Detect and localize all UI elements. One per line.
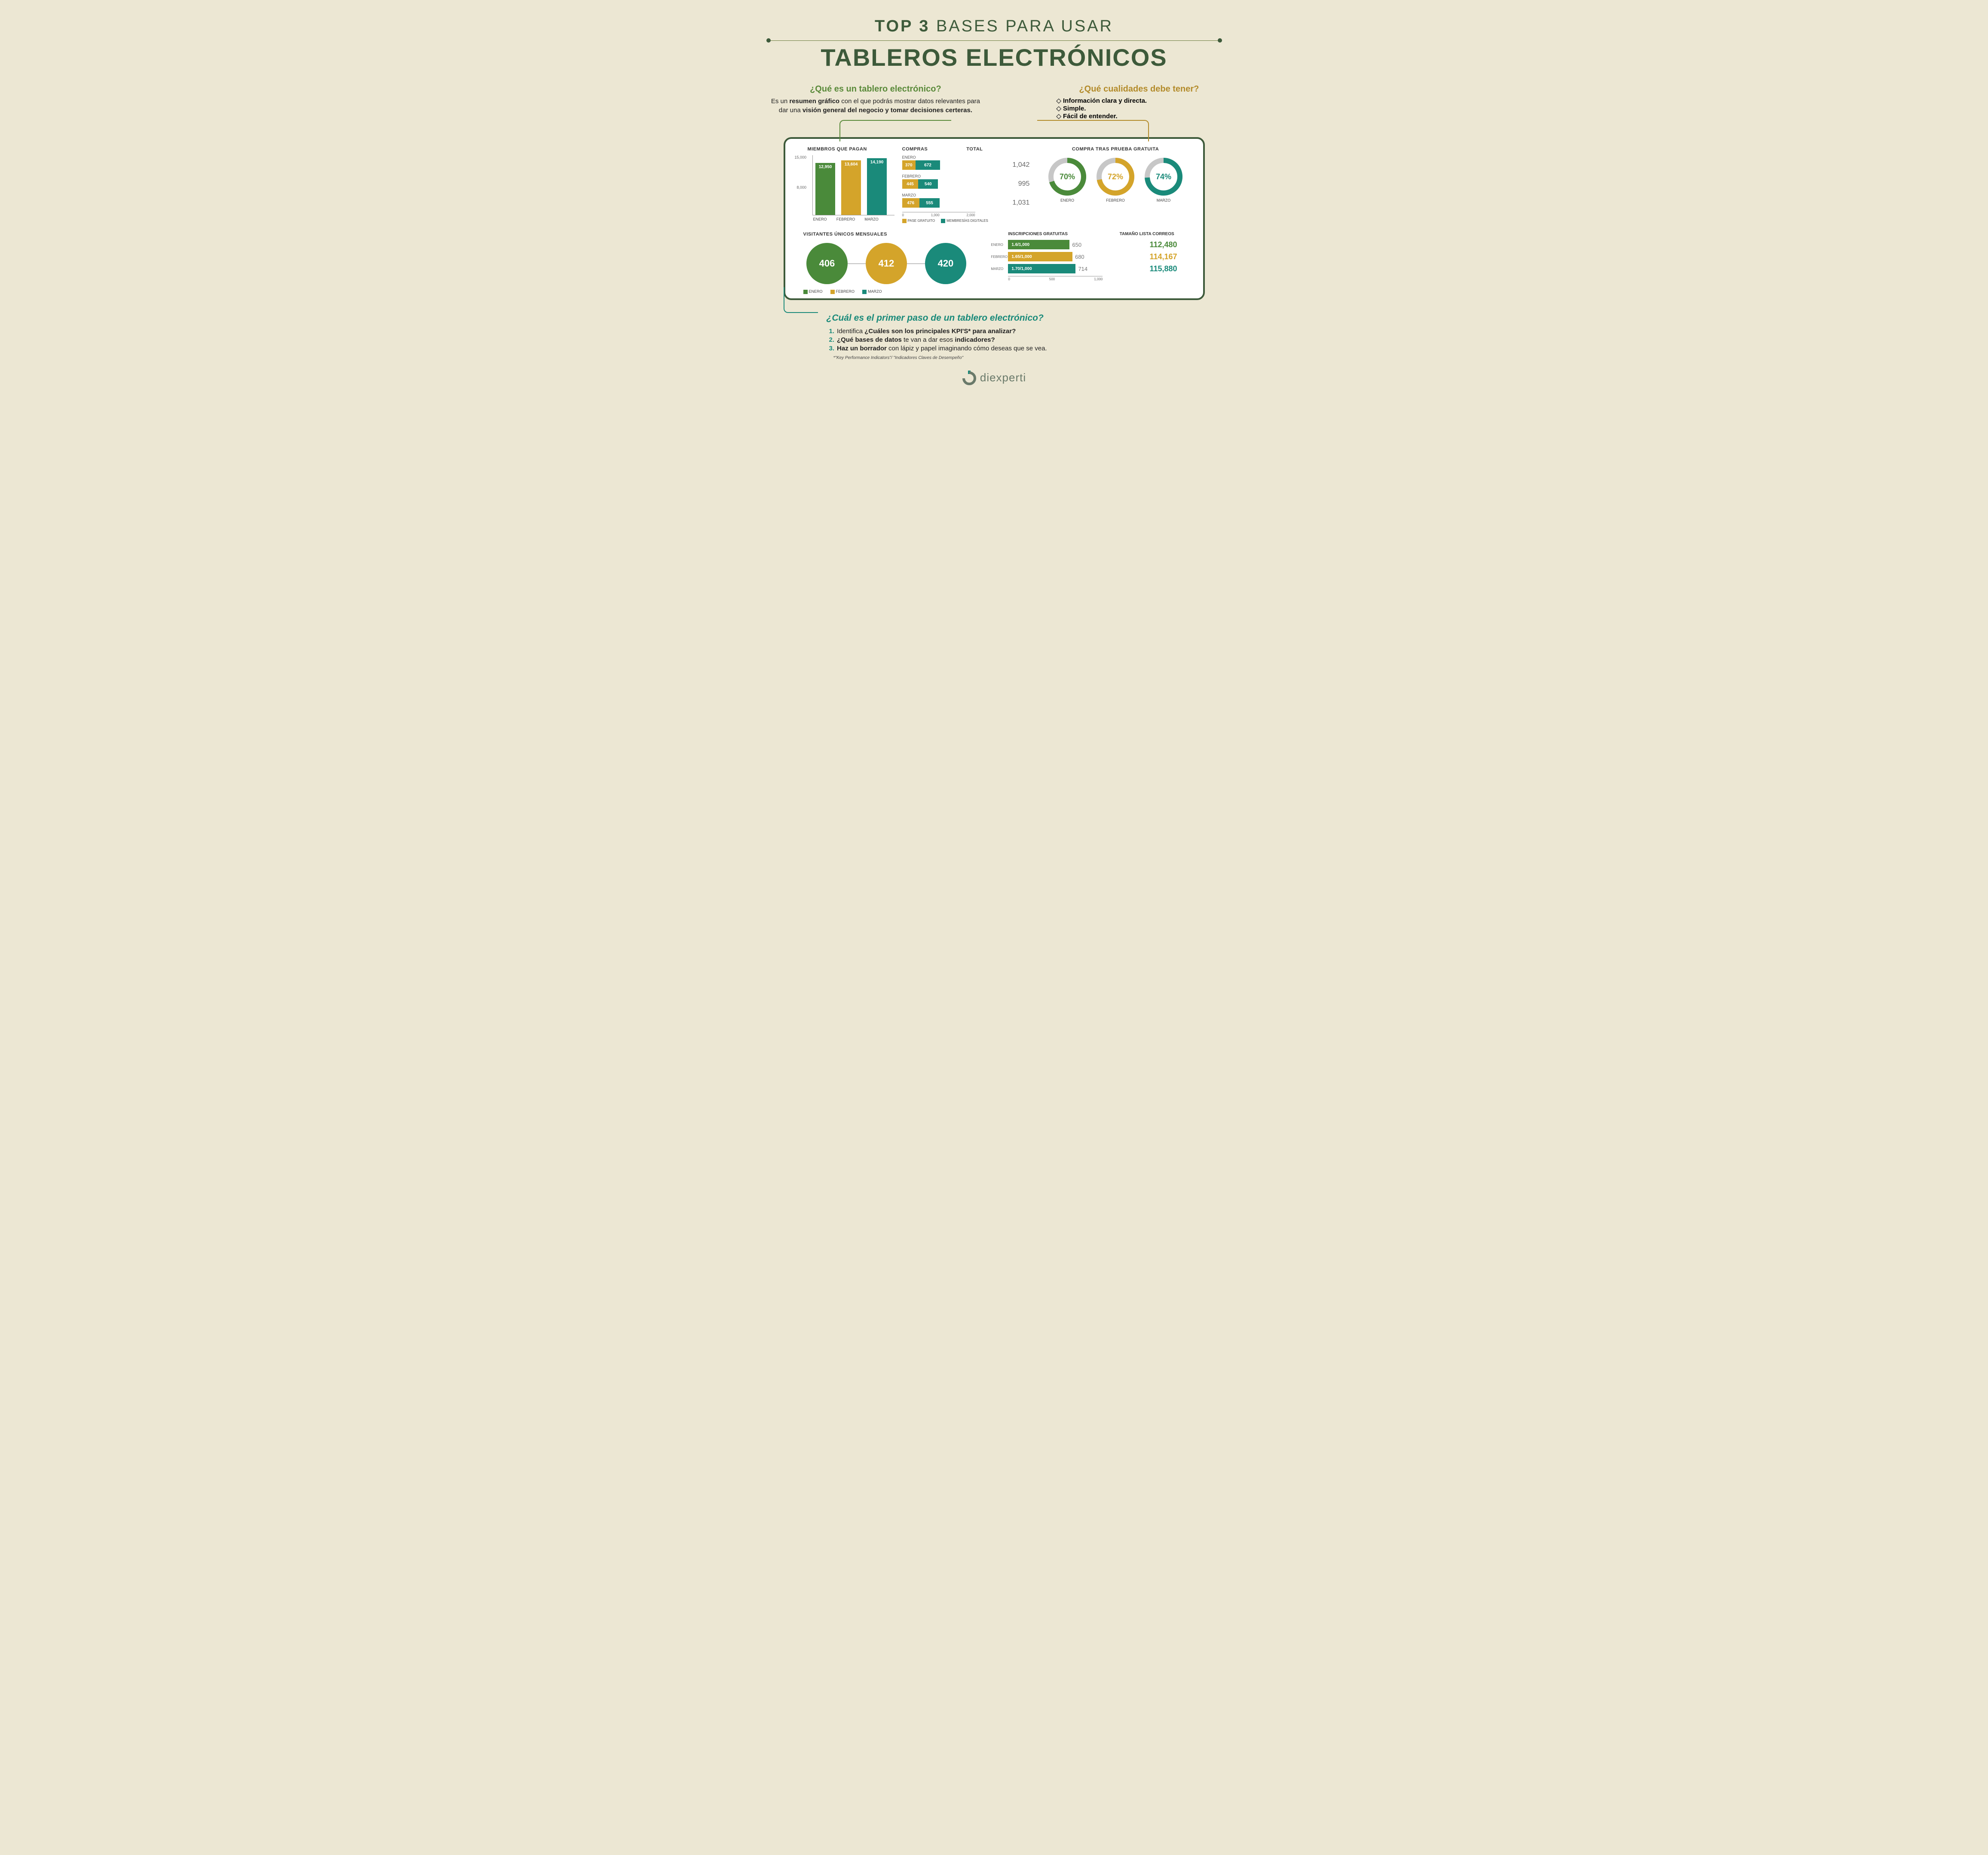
stack-row: FEBRERO 445 540 995 (902, 174, 1030, 189)
callout-body: Es un resumen gráfico con el que podrás … (766, 97, 985, 115)
bottom-title: ¿Cuál es el primer paso de un tablero el… (827, 313, 1170, 323)
quality-item: Información clara y directa. (1056, 97, 1222, 104)
x-axis: 0 1,000 2,000 (902, 212, 975, 217)
legend: PASE GRATUITO MEMBRESÍAS DIGITALES (902, 219, 1030, 223)
bars-area: 12,950 13,604 14,190 (812, 155, 894, 215)
trial-chart: COMPRA TRAS PRUEBA GRATUITA 70% ENERO 72… (1037, 147, 1193, 223)
signups-chart: INSCRIPCIONES GRATUITAS TAMAÑO LISTA COR… (991, 232, 1193, 294)
title-line-1: TOP 3 BASES PARA USAR (766, 17, 1222, 36)
callout-title: ¿Qué es un tablero electrónico? (766, 84, 985, 94)
chart-title: MIEMBROS QUE PAGAN (808, 147, 894, 152)
x-label: MARZO (862, 217, 882, 221)
rows: ENERO 1.6/1,000 650 112,480 FEBRERO 1.65… (991, 240, 1193, 273)
callout-title: ¿Qué cualidades debe tener? (1056, 84, 1222, 94)
bubble: 406 (806, 243, 848, 284)
chart-title: VISITANTES ÚNICOS MENSUALES (795, 232, 978, 237)
bubble: 420 (925, 243, 966, 284)
bar: 14,190 (867, 155, 887, 215)
qualities-list: Información clara y directa.Simple.Fácil… (1056, 97, 1222, 120)
donut: 72% FEBRERO (1097, 158, 1134, 202)
legend-item: MARZO (862, 289, 882, 294)
x-label: ENERO (810, 217, 830, 221)
chart-title: COMPRA TRAS PRUEBA GRATUITA (1037, 147, 1193, 152)
step-item: 3.Haz un borrador con lápiz y papel imag… (829, 345, 1170, 352)
y-axis: 15,000 8,000 (795, 155, 809, 215)
signup-row: FEBRERO 1.65/1,000 680 114,167 (991, 252, 1193, 261)
donut: 74% MARZO (1145, 158, 1182, 202)
logo: diexperti (766, 371, 1222, 385)
chart-title: COMPRAS (902, 147, 928, 152)
header: TOP 3 BASES PARA USAR TABLEROS ELECTRÓNI… (766, 17, 1222, 71)
bar: 13,604 (841, 155, 861, 215)
bar: 12,950 (815, 155, 835, 215)
callouts-row: ¿Qué es un tablero electrónico? Es un re… (766, 84, 1222, 120)
quality-item: Simple. (1056, 104, 1222, 112)
footnote: *"Key Performance Indicators"/ "Indicado… (827, 356, 1170, 360)
steps-list: 1.Identifica ¿Cuáles son los principales… (827, 328, 1170, 352)
donut: 70% ENERO (1048, 158, 1086, 202)
visitors-chart: VISITANTES ÚNICOS MENSUALES 406412420 EN… (795, 232, 978, 294)
donuts-row: 70% ENERO 72% FEBRERO 74% MARZO (1037, 158, 1193, 202)
step-item: 2.¿Qué bases de datos te van a dar esos … (829, 336, 1170, 343)
connector-bottom (766, 300, 1222, 313)
headers: INSCRIPCIONES GRATUITAS TAMAÑO LISTA COR… (991, 232, 1193, 236)
total-label: TOTAL (966, 147, 983, 152)
callout-what-is: ¿Qué es un tablero electrónico? Es un re… (766, 84, 985, 120)
purchases-chart: COMPRAS TOTAL ENERO 370 672 1,042 FEBRER… (902, 147, 1030, 223)
signup-row: ENERO 1.6/1,000 650 112,480 (991, 240, 1193, 249)
bottom-section: ¿Cuál es el primer paso de un tablero el… (766, 313, 1222, 360)
step-item: 1.Identifica ¿Cuáles son los principales… (829, 328, 1170, 335)
x-label: FEBRERO (836, 217, 856, 221)
stack-row: ENERO 370 672 1,042 (902, 155, 1030, 170)
divider (766, 38, 1222, 43)
quality-item: Fácil de entender. (1056, 112, 1222, 120)
members-chart: MIEMBROS QUE PAGAN 15,000 8,000 12,950 13… (795, 147, 894, 223)
logo-icon (962, 371, 977, 385)
x-axis: 0 500 1,000 (1008, 276, 1103, 281)
stack-row: MARZO 476 555 1,031 (902, 193, 1030, 208)
connectors (766, 120, 1222, 137)
callout-qualities: ¿Qué cualidades debe tener? Información … (1030, 84, 1222, 120)
title-line-2: TABLEROS ELECTRÓNICOS (766, 43, 1222, 71)
dashboard-panel: MIEMBROS QUE PAGAN 15,000 8,000 12,950 13… (784, 137, 1205, 300)
stacked-rows: ENERO 370 672 1,042 FEBRERO 445 540 995 … (902, 155, 1030, 208)
bubble: 412 (866, 243, 907, 284)
logo-text: diexperti (980, 371, 1026, 384)
x-labels: ENERO FEBRERO MARZO (795, 217, 894, 221)
legend-item: FEBRERO (830, 289, 855, 294)
bubbles-row: 406 412 420 (795, 243, 978, 284)
signup-row: MARZO 1.70/1,000 714 115,880 (991, 264, 1193, 273)
legend: ENEROFEBREROMARZO (795, 289, 978, 294)
